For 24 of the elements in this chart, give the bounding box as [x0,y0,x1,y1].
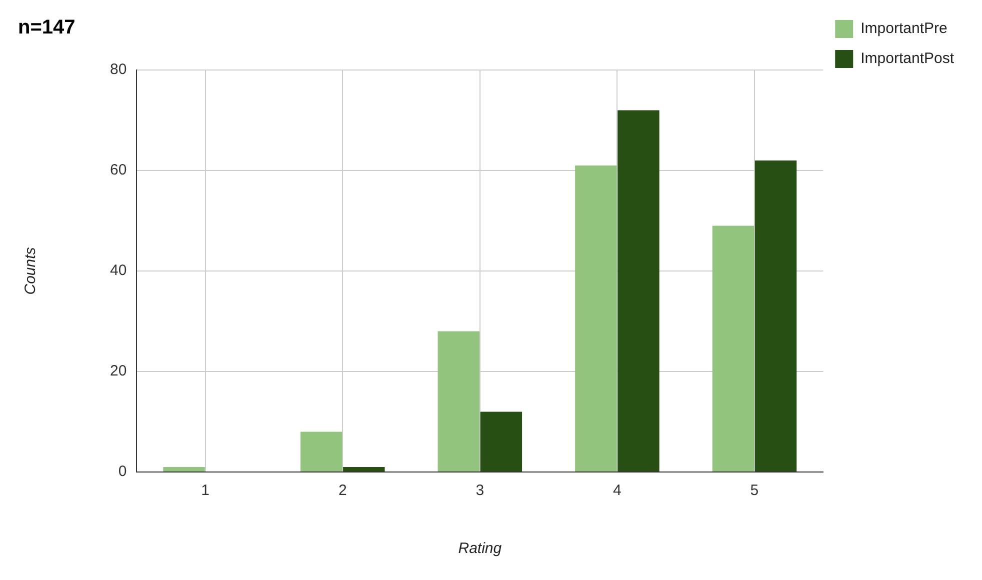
bar [712,226,754,472]
bar [480,412,522,472]
bar [754,160,797,472]
chart-title: n=147 [18,16,76,39]
y-axis-title: Counts [22,246,40,295]
legend-label: ImportantPost [860,50,955,68]
x-axis-title: Rating [458,540,502,558]
x-tick-label: 3 [476,482,484,500]
y-tick-label: 0 [118,463,127,480]
x-tick-label: 4 [613,482,622,500]
x-tick-label: 1 [201,482,210,500]
bar [618,110,660,472]
bar [343,466,385,472]
x-tick-label: 5 [750,482,759,500]
bar [575,165,617,472]
x-tick-label: 2 [338,482,347,500]
y-tick-label: 20 [110,362,127,380]
bar [438,331,480,472]
y-tick-label: 40 [110,262,127,280]
legend-label: ImportantPre [860,20,948,38]
y-tick-label: 60 [110,162,127,179]
y-tick-label: 80 [110,61,127,78]
bar [300,432,342,472]
bar [163,466,205,472]
